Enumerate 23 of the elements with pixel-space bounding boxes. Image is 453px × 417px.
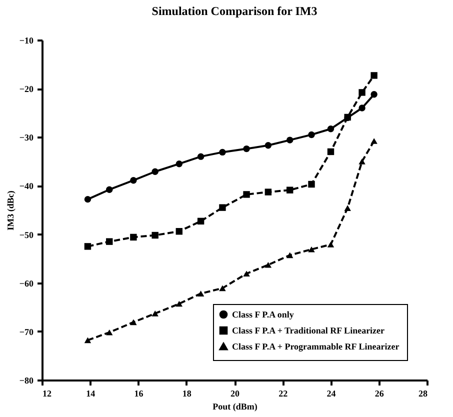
y-tick-label: −20	[19, 84, 34, 94]
x-tick-label: 24	[326, 388, 336, 398]
x-tick-label: 22	[278, 388, 288, 398]
y-tick-label: −70	[19, 326, 34, 337]
x-tick-label: 14	[86, 388, 96, 398]
y-tick-label: −50	[19, 230, 34, 240]
x-tick-label: 26	[374, 388, 384, 398]
y-tick-label: −40	[19, 181, 34, 192]
x-tick-label: 20	[230, 388, 240, 398]
x-tick-label: 16	[134, 388, 144, 398]
x-tick-label: 18	[182, 388, 192, 398]
legend-label: Class F P.A only	[232, 310, 294, 320]
legend-label: Class F P.A + Traditional RF Linearizer	[232, 326, 385, 336]
y-axis-title: IM3 (dBc)	[5, 190, 16, 230]
legend-label: Class F P.A + Programmable RF Linearizer	[232, 342, 400, 352]
chart-title: Simulation Comparison for IM3	[152, 4, 318, 18]
x-axis-title: Pout (dBm)	[212, 402, 258, 412]
x-tick-label: 28	[418, 388, 428, 398]
y-tick-label: −80	[19, 376, 34, 386]
y-tick-label: −30	[19, 132, 34, 143]
y-tick-label: −10	[19, 36, 34, 46]
y-tick-label: −60	[19, 278, 34, 288]
x-tick-label: 12	[42, 388, 52, 398]
